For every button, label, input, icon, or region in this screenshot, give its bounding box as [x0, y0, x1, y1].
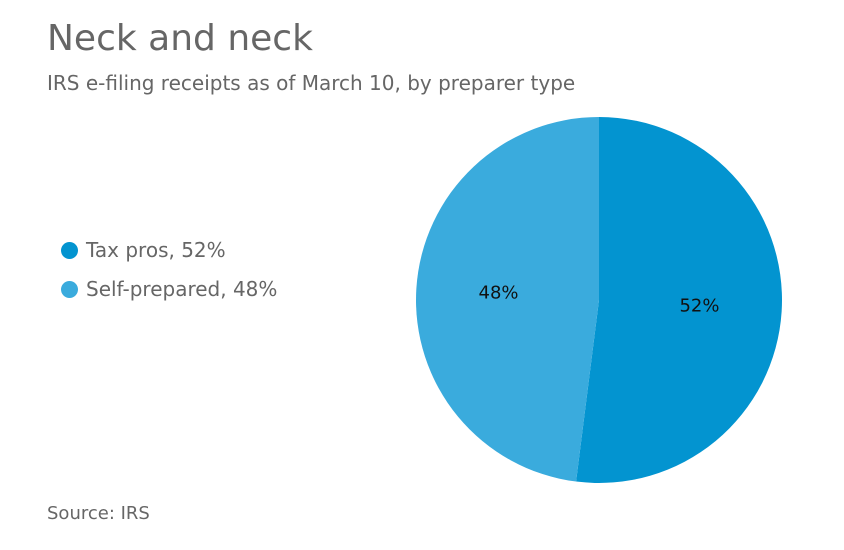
legend-item-self-prepared: Self-prepared, 48%	[61, 276, 277, 302]
pie-data-label-self-prepared: 48%	[479, 283, 519, 304]
chart-source: Source: IRS	[47, 503, 150, 524]
chart-legend: Tax pros, 52% Self-prepared, 48%	[61, 237, 277, 315]
pie-data-label-tax-pros: 52%	[679, 295, 719, 316]
legend-label-self-prepared: Self-prepared, 48%	[86, 277, 278, 301]
legend-swatch-tax-pros	[61, 241, 78, 259]
pie-slice-tax-pros	[576, 117, 783, 484]
chart-title: Neck and neck	[47, 18, 313, 59]
legend-label-tax-pros: Tax pros, 52%	[86, 238, 226, 262]
pie-slice-self-prepared	[416, 117, 599, 482]
chart-subtitle: IRS e-filing receipts as of March 10, by…	[47, 71, 576, 95]
legend-swatch-self-prepared	[61, 280, 78, 298]
legend-item-tax-pros: Tax pros, 52%	[61, 237, 277, 263]
